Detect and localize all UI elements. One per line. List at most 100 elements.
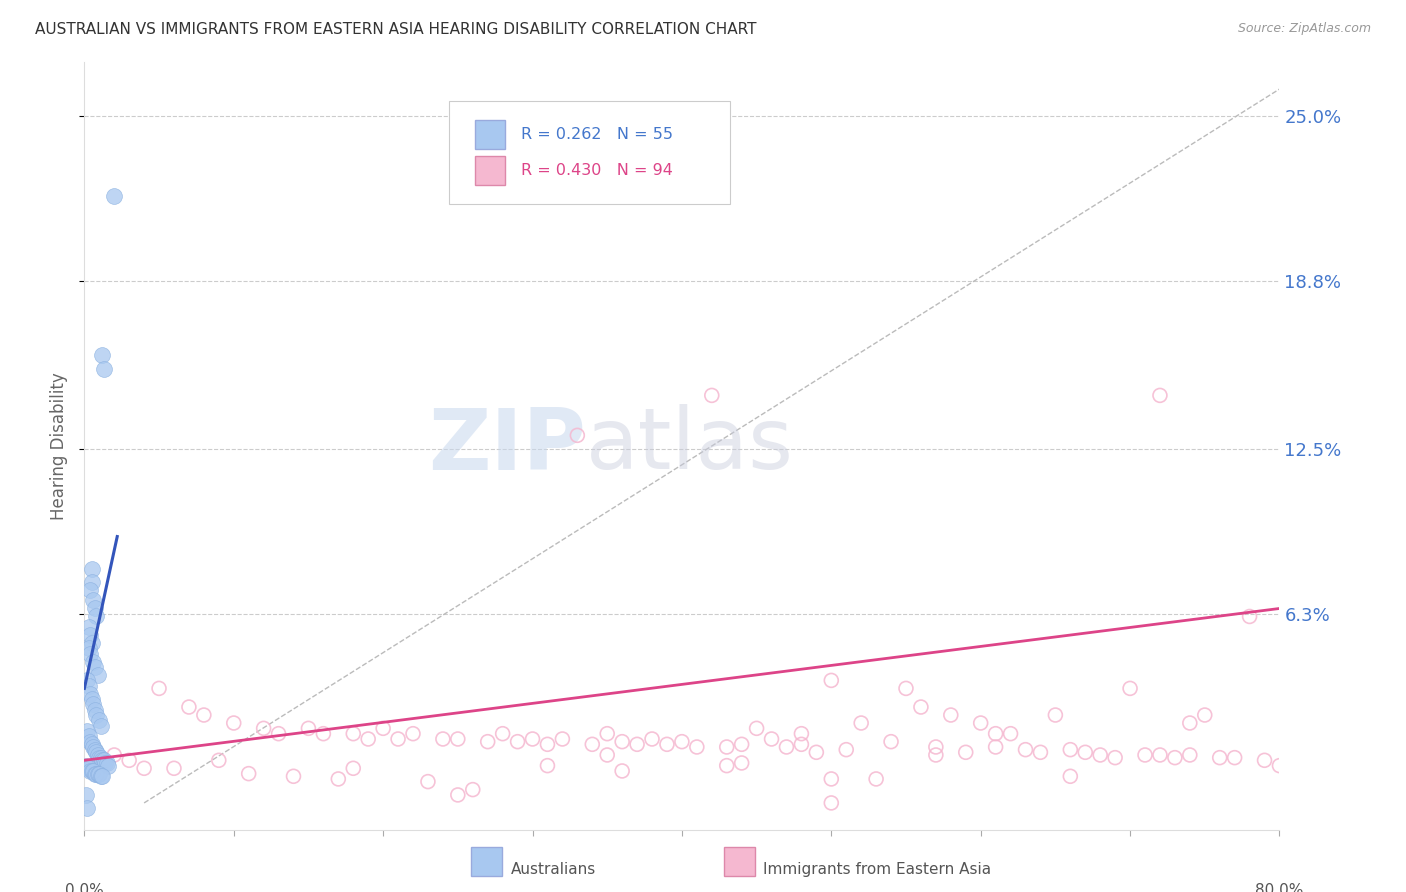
Point [820,673,842,688]
Text: Australians: Australians [510,863,596,877]
Point [402,726,425,740]
Point [193,708,215,723]
Point [77,620,100,634]
Point [77,679,100,693]
Point [83,742,105,756]
Point [83,766,105,780]
Point [745,722,768,736]
Text: R = 0.430   N = 94: R = 0.430 N = 94 [520,163,672,178]
Point [342,726,364,740]
Point [939,708,962,723]
Point [581,737,603,751]
Point [79,734,101,748]
Point [90,750,112,764]
Point [82,739,104,754]
Point [96,756,118,770]
Point [835,742,858,756]
Point [328,772,350,786]
Point [163,761,186,775]
Point [1059,769,1081,783]
Point [208,753,231,767]
Text: ZIP: ZIP [429,404,586,488]
Point [76,761,98,775]
Point [86,745,108,759]
Point [1194,708,1216,723]
Point [76,724,98,739]
Point [91,348,114,362]
Point [90,769,112,783]
Point [93,753,115,767]
Point [775,739,797,754]
Point [447,788,470,802]
Point [79,582,101,597]
Point [1074,745,1097,759]
Point [806,745,828,759]
Point [790,726,813,740]
Point [82,655,104,669]
Point [596,747,619,762]
Point [1178,716,1201,731]
Text: Source: ZipAtlas.com: Source: ZipAtlas.com [1237,22,1371,36]
Point [1090,747,1112,762]
Point [1059,742,1081,756]
Point [1029,745,1052,759]
Point [82,593,104,607]
Point [93,361,115,376]
Point [342,761,364,775]
Text: atlas: atlas [586,404,794,488]
Point [90,719,112,733]
Point [77,641,100,656]
Point [89,766,111,780]
Point [970,716,993,731]
Point [253,722,276,736]
Point [492,726,515,740]
Point [76,673,98,688]
Point [267,726,290,740]
Point [312,726,335,740]
Point [1164,750,1187,764]
Point [83,601,105,615]
Point [925,739,948,754]
Text: Immigrants from Eastern Asia: Immigrants from Eastern Asia [763,863,991,877]
Point [671,734,693,748]
Text: 80.0%: 80.0% [1256,883,1303,892]
Text: R = 0.262   N = 55: R = 0.262 N = 55 [520,127,672,142]
Point [984,739,1007,754]
Point [79,647,101,661]
Point [1178,747,1201,762]
Y-axis label: Hearing Disability: Hearing Disability [51,372,69,520]
Point [89,714,111,728]
Point [477,734,499,748]
Point [118,753,141,767]
Point [76,801,98,815]
Point [1223,750,1246,764]
Point [387,731,409,746]
Point [80,692,103,706]
Point [75,758,97,772]
Text: 0.0%: 0.0% [65,883,104,892]
Point [80,636,103,650]
Point [790,737,813,751]
Point [522,731,544,746]
Point [79,687,101,701]
Point [716,739,738,754]
Point [925,747,948,762]
Point [297,722,319,736]
Point [880,734,903,748]
Point [132,761,156,775]
Point [94,756,117,770]
Point [447,731,470,746]
Point [87,747,110,762]
Point [626,737,648,751]
Point [148,681,170,696]
Point [87,668,110,682]
Point [83,660,105,674]
Point [1209,750,1232,764]
Point [1014,742,1036,756]
Point [1149,747,1171,762]
Point [596,726,619,740]
Point [432,731,454,746]
Point [177,700,200,714]
Point [612,734,634,748]
Point [87,766,110,780]
